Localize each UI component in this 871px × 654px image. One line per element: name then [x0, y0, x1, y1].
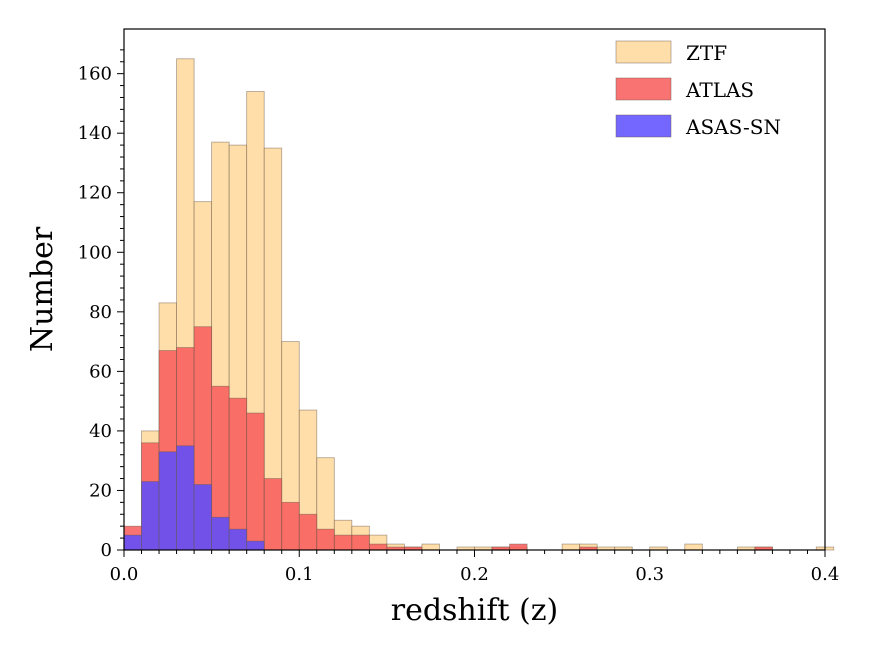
bar-asas-sn	[176, 445, 195, 551]
y-tick-label: 60	[89, 361, 112, 382]
bar-atlas	[298, 513, 318, 551]
bar-atlas	[368, 543, 388, 551]
bar-atlas	[263, 478, 283, 551]
x-axis-ticks: 0.0 0.1 0.2 0.3 0.4	[110, 550, 840, 585]
bar-asas-sn	[123, 534, 142, 551]
x-tick-label: 0.0	[110, 564, 139, 585]
bar-atlas	[351, 534, 370, 551]
bar-ztf	[421, 543, 440, 551]
y-tick-label: 160	[78, 64, 112, 85]
x-tick-label: 0.2	[460, 564, 489, 585]
y-axis-ticks: 0 20 40 60 80 100 120 140 160	[78, 49, 124, 561]
bar-ztf	[684, 543, 703, 551]
y-tick-label: 80	[89, 302, 112, 323]
bar-atlas	[281, 501, 300, 551]
legend-label-ztf: ZTF	[686, 41, 727, 65]
x-tick-label: 0.4	[811, 564, 840, 585]
series-asas-sn	[123, 445, 265, 551]
x-tick-label: 0.1	[285, 564, 314, 585]
bar-atlas	[228, 397, 248, 551]
y-tick-label: 140	[78, 123, 112, 144]
legend-swatch-atlas	[615, 77, 672, 101]
legend-label-asas-sn: ASAS-SN	[685, 115, 781, 139]
y-tick-label: 0	[101, 540, 112, 561]
x-tick-label: 0.3	[635, 564, 664, 585]
legend-label-atlas: ATLAS	[685, 78, 754, 102]
y-tick-label: 20	[89, 480, 112, 501]
bar-asas-sn	[158, 451, 177, 551]
histogram-bars	[123, 58, 835, 551]
y-tick-label: 120	[78, 183, 112, 204]
bar-asas-sn	[193, 484, 213, 551]
bar-atlas	[333, 534, 353, 551]
bar-asas-sn	[246, 540, 265, 551]
bar-atlas	[509, 543, 528, 551]
legend: ZTF ATLAS ASAS-SN	[615, 40, 781, 139]
y-tick-label: 100	[78, 242, 112, 263]
x-axis-label: redshift (z)	[391, 593, 559, 628]
bar-ztf	[561, 543, 581, 551]
legend-swatch-ztf	[615, 40, 672, 64]
bar-asas-sn	[228, 528, 248, 551]
bar-atlas	[246, 412, 265, 551]
y-axis-label: Number	[25, 226, 60, 352]
y-tick-label: 40	[89, 421, 112, 442]
bar-asas-sn	[211, 516, 230, 551]
legend-swatch-asas-sn	[615, 114, 672, 138]
bar-atlas	[316, 528, 335, 551]
bar-asas-sn	[141, 481, 160, 551]
